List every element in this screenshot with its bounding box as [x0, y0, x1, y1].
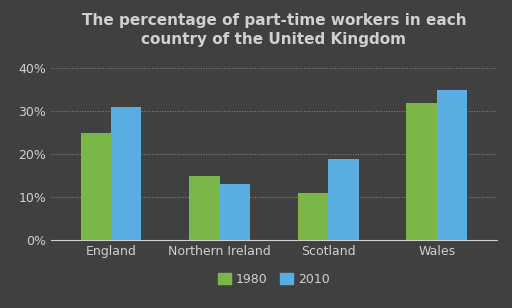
Bar: [111, 107, 141, 240]
Legend: 1980, 2010: 1980, 2010: [219, 273, 329, 286]
Bar: [80, 133, 111, 240]
Bar: [298, 193, 328, 240]
Bar: [328, 159, 359, 240]
Bar: [407, 103, 437, 240]
Bar: [220, 184, 250, 240]
Title: The percentage of part-time workers in each
country of the United Kingdom: The percentage of part-time workers in e…: [81, 13, 466, 47]
Bar: [189, 176, 220, 240]
Bar: [437, 90, 467, 240]
